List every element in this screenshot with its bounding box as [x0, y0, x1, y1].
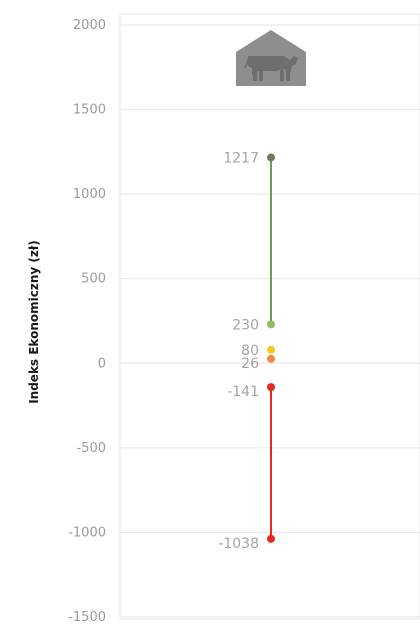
y-axis-label: Indeks Ekonomiczny (zł) [27, 240, 41, 404]
y-tick-label: 1000 [73, 187, 106, 202]
y-axis-ticks: 2000 1500 1000 500 0 -500 -1000 -1500 [68, 18, 106, 625]
data-label: 1217 [223, 150, 259, 166]
data-label: 26 [241, 356, 259, 372]
y-tick-label: -1000 [68, 525, 106, 540]
y-tick-label: -1500 [68, 610, 106, 625]
data-label: 80 [241, 343, 259, 359]
y-tick-label: 500 [81, 272, 106, 287]
data-point [267, 354, 275, 363]
plot-frame [119, 13, 420, 620]
data-label: 230 [232, 317, 259, 333]
y-tick-label: 1500 [73, 103, 106, 118]
data-point [267, 345, 275, 354]
y-tick-label: 2000 [73, 18, 106, 33]
data-point [267, 153, 275, 162]
data-point [267, 383, 275, 392]
y-tick-label: 0 [98, 356, 106, 371]
data-points [267, 153, 275, 543]
data-label: -1038 [218, 536, 259, 552]
data-label: -141 [227, 384, 259, 400]
y-tick-label: -500 [76, 441, 106, 456]
barn-cow-icon [236, 30, 306, 86]
data-point [267, 534, 275, 543]
data-point [267, 320, 275, 329]
